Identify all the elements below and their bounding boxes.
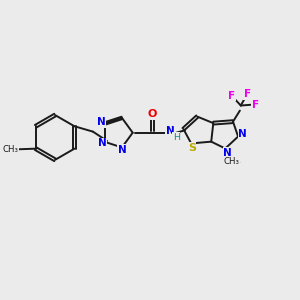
Text: methyl: methyl: [236, 162, 242, 163]
Text: N: N: [166, 126, 175, 136]
Text: F: F: [251, 100, 259, 110]
Text: F: F: [244, 89, 251, 99]
Text: N: N: [223, 148, 232, 158]
Text: H: H: [173, 133, 180, 142]
Text: N: N: [118, 145, 126, 155]
Text: CH₃: CH₃: [3, 145, 19, 154]
Text: N: N: [98, 138, 106, 148]
Text: N: N: [238, 129, 247, 139]
Text: S: S: [188, 142, 196, 153]
Text: F: F: [228, 91, 236, 101]
Text: CH₃: CH₃: [223, 157, 239, 166]
Text: O: O: [148, 109, 158, 119]
Text: N: N: [97, 117, 105, 127]
Text: methyl: methyl: [232, 160, 237, 161]
Text: methyl: methyl: [237, 159, 242, 160]
